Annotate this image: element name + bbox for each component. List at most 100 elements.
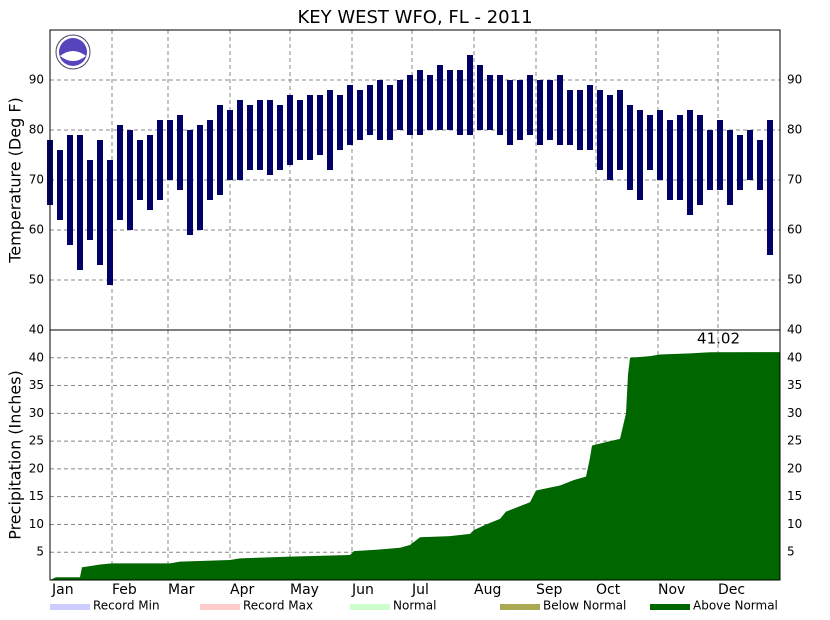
temp-bar [477, 65, 483, 130]
y-tick-label-right: 20 [787, 461, 802, 475]
x-tick-label: Mar [168, 582, 195, 598]
temp-bar [757, 140, 763, 190]
temp-bar [257, 100, 263, 170]
x-tick-label: Feb [112, 582, 137, 598]
x-tick-label: May [290, 582, 319, 598]
y-axis-title: Precipitation (Inches) [6, 370, 25, 540]
temp-bar [677, 115, 683, 200]
temp-bar [707, 130, 713, 190]
temp-bar [517, 80, 523, 140]
temp-bar [427, 75, 433, 130]
legend-label: Record Min [93, 599, 160, 613]
temp-bar [527, 75, 533, 135]
temp-bar [557, 75, 563, 145]
legend-label: Above Normal [693, 599, 778, 613]
temp-bar [177, 115, 183, 190]
precip-area [50, 352, 780, 580]
temp-bar [217, 105, 223, 195]
legend-swatch [350, 604, 390, 610]
temp-bar [587, 85, 593, 150]
x-tick-label: Dec [718, 582, 745, 598]
temp-bar [307, 95, 313, 160]
temp-bar [367, 85, 373, 135]
temp-bar [187, 130, 193, 235]
legend-swatch [650, 604, 690, 610]
y-tick-label-right: 15 [787, 489, 802, 503]
temp-bar [437, 65, 443, 130]
temp-bar [697, 115, 703, 205]
y-tick-label-right: 40 [787, 350, 802, 364]
temp-bar [157, 120, 163, 200]
temp-bar [457, 70, 463, 135]
temp-bar [227, 110, 233, 180]
temp-bar [647, 115, 653, 170]
temp-bar [687, 110, 693, 215]
temp-bar [467, 55, 473, 135]
temp-bar [387, 85, 393, 140]
y-tick-label: 40 [29, 350, 44, 364]
temp-bar [547, 80, 553, 140]
y-tick-label-right: 90 [787, 73, 802, 87]
temp-bar [577, 90, 583, 150]
legend-label: Record Max [243, 599, 313, 613]
temp-bar [87, 160, 93, 240]
y-tick-label: 5 [36, 545, 44, 559]
temp-bar [627, 105, 633, 190]
temp-bar [657, 110, 663, 180]
y-tick-label-right: 10 [787, 517, 802, 531]
y-tick-label: 70 [29, 173, 44, 187]
temp-bar [487, 75, 493, 130]
temp-bar [117, 125, 123, 220]
x-tick-label: Jan [51, 582, 74, 598]
legend-label: Normal [393, 599, 436, 613]
temp-bar [497, 75, 503, 135]
x-tick-label: Jun [351, 582, 374, 598]
legend-swatch [50, 604, 90, 610]
temp-bar [637, 110, 643, 200]
y-tick-label: 40 [29, 323, 44, 337]
temp-bar [267, 100, 273, 175]
temp-bar [417, 70, 423, 135]
temp-bar [337, 95, 343, 150]
temp-bar [737, 135, 743, 190]
y-axis-title: Temperature (Deg F) [6, 97, 25, 264]
temp-bar [507, 80, 513, 145]
y-tick-label-right: 60 [787, 223, 802, 237]
temp-bar [207, 120, 213, 200]
temp-bar [727, 130, 733, 205]
temp-bar [107, 160, 113, 285]
temp-bar [327, 90, 333, 170]
y-tick-label: 15 [29, 489, 44, 503]
legend-swatch [200, 604, 240, 610]
x-tick-label: Sep [536, 582, 563, 598]
y-tick-label: 80 [29, 123, 44, 137]
x-tick-label: Nov [658, 582, 685, 598]
y-tick-label-right: 30 [787, 406, 802, 420]
temp-bar [407, 75, 413, 135]
chart-title: KEY WEST WFO, FL - 2011 [297, 7, 532, 28]
temp-bar [137, 140, 143, 200]
y-tick-label: 30 [29, 406, 44, 420]
temp-bar [77, 135, 83, 270]
y-tick-label: 50 [29, 273, 44, 287]
legend-label: Below Normal [543, 599, 626, 613]
y-tick-label-right: 25 [787, 434, 802, 448]
temp-bar [747, 130, 753, 180]
temp-bar [277, 105, 283, 170]
temp-bar [67, 135, 73, 245]
temp-bar [197, 125, 203, 230]
y-tick-label: 35 [29, 378, 44, 392]
x-tick-label: Aug [474, 582, 501, 598]
temp-bar [167, 120, 173, 180]
y-tick-label-right: 50 [787, 273, 802, 287]
temp-bar [717, 120, 723, 190]
y-tick-label-right: 70 [787, 173, 802, 187]
y-tick-label: 90 [29, 73, 44, 87]
temp-bar [147, 135, 153, 210]
noaa-logo [55, 34, 91, 70]
temp-bar [127, 130, 133, 230]
temp-bar [287, 95, 293, 165]
y-tick-label: 20 [29, 461, 44, 475]
temp-bar [397, 80, 403, 130]
